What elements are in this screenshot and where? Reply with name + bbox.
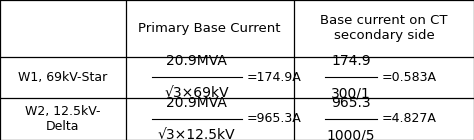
Text: 20.9MVA: 20.9MVA [166,96,227,110]
Text: 1000/5: 1000/5 [327,128,375,140]
Text: =4.827A: =4.827A [382,113,437,125]
Text: √3×12.5kV: √3×12.5kV [158,128,236,140]
Text: 965.3: 965.3 [331,96,371,110]
Text: W2, 12.5kV-
Delta: W2, 12.5kV- Delta [25,105,100,133]
Text: Base current on CT
secondary side: Base current on CT secondary side [320,14,447,42]
Text: Primary Base Current: Primary Base Current [138,22,281,35]
Text: =965.3A: =965.3A [246,113,301,125]
Text: =0.583A: =0.583A [382,71,437,84]
Text: W1, 69kV-Star: W1, 69kV-Star [18,71,108,84]
Text: 20.9MVA: 20.9MVA [166,54,227,68]
Text: =174.9A: =174.9A [246,71,301,84]
Text: 300/1: 300/1 [331,86,371,101]
Text: √3×69kV: √3×69kV [164,86,229,101]
Text: 174.9: 174.9 [331,54,371,68]
